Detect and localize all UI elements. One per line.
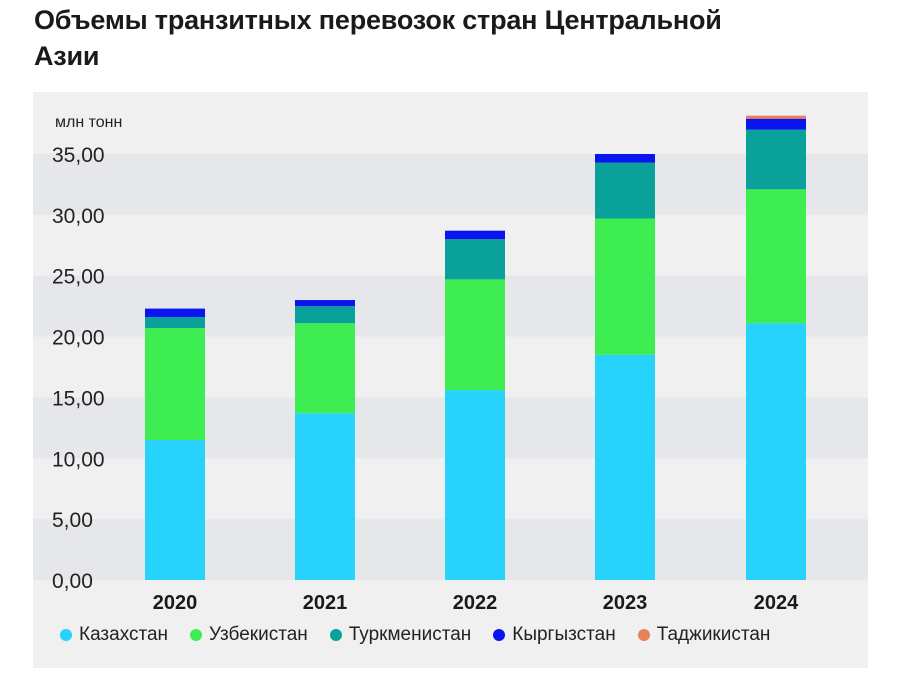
- legend-item: Туркменистан: [329, 624, 472, 646]
- bar-segment-2022: [445, 239, 505, 280]
- x-tick-label: 2020: [153, 592, 198, 614]
- x-tick-label: 2023: [603, 592, 648, 614]
- legend-item: Таджикистан: [637, 624, 771, 646]
- bar-segment-2020: [145, 308, 205, 318]
- y-tick-label: 15,00: [52, 387, 105, 410]
- bar-segment-2024: [746, 189, 806, 324]
- bar-segment-2024: [746, 323, 806, 580]
- y-tick-label: 30,00: [52, 205, 105, 228]
- legend-label: Казахстан: [79, 624, 169, 645]
- legend-label: Узбекистан: [209, 624, 308, 645]
- legend-dot-icon: [637, 629, 650, 641]
- legend-dot-icon: [60, 629, 72, 641]
- legend-label: Таджикистан: [656, 624, 771, 645]
- bar-segment-2022: [445, 230, 505, 240]
- y-tick-label: 25,00: [52, 266, 105, 289]
- chart-title: Объемы транзитных перевозок стран Центра…: [34, 5, 722, 71]
- grid-band: [33, 154, 868, 215]
- y-tick-label: 10,00: [52, 448, 105, 471]
- bar-segment-2022: [445, 279, 505, 391]
- legend-item: Узбекистан: [190, 624, 308, 646]
- x-tick-label: 2022: [453, 592, 498, 614]
- bar-segment-2024: [746, 118, 806, 130]
- bar-segment-2023: [595, 354, 655, 580]
- bar-segment-2024: [746, 115, 806, 119]
- bar-segment-2020: [145, 328, 205, 441]
- bar-segment-2023: [595, 218, 655, 355]
- legend-dot-icon: [190, 629, 203, 641]
- y-tick-label: 20,00: [52, 327, 105, 350]
- bar-segment-2021: [295, 300, 355, 307]
- bar-segment-2023: [595, 154, 655, 163]
- y-tick-label: 5,00: [52, 509, 93, 532]
- bar-segment-2021: [295, 306, 355, 324]
- x-tick-label: 2024: [754, 592, 799, 614]
- y-axis-label: млн тонн: [55, 114, 122, 131]
- legend-item: Казахстан: [60, 624, 168, 646]
- bar-segment-2020: [145, 440, 205, 580]
- bar-segment-2024: [746, 129, 806, 190]
- y-tick-label: 0,00: [52, 570, 93, 593]
- bar-segment-2022: [445, 390, 505, 580]
- bar-segment-2021: [295, 323, 355, 414]
- bar-segment-2023: [595, 162, 655, 219]
- legend-label: Туркменистан: [348, 624, 472, 645]
- legend-dot-icon: [329, 629, 342, 641]
- legend-label: Кыргызстан: [512, 624, 616, 645]
- legend: Казахстан Узбекистан Туркменистан Кыргызста…: [60, 624, 770, 646]
- y-tick-label: 35,00: [52, 144, 105, 167]
- bar-segment-2020: [145, 317, 205, 329]
- bar-segment-2021: [295, 413, 355, 580]
- legend-item: Кыргызстан: [493, 624, 616, 646]
- x-tick-label: 2021: [303, 592, 348, 614]
- legend-dot-icon: [493, 629, 506, 641]
